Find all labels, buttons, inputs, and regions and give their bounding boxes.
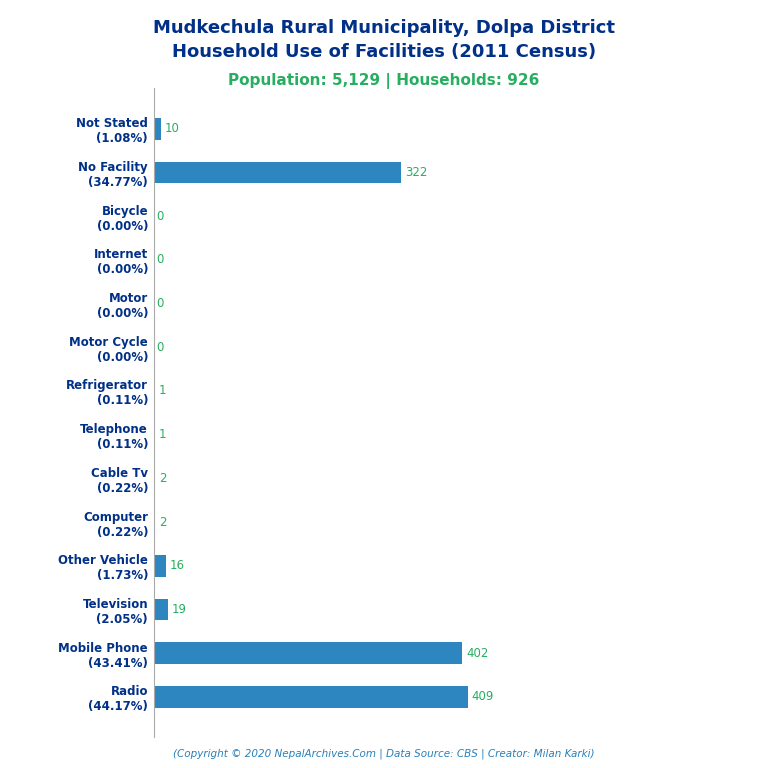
Bar [154, 598, 168, 621]
Text: 409: 409 [472, 690, 494, 703]
Bar [154, 642, 462, 664]
Text: 2: 2 [159, 472, 167, 485]
Bar [154, 554, 166, 577]
Text: 10: 10 [165, 122, 180, 135]
Text: 0: 0 [156, 253, 164, 266]
Bar [154, 686, 468, 708]
Text: 0: 0 [156, 210, 164, 223]
Text: 1: 1 [158, 428, 166, 441]
Bar [154, 118, 161, 140]
Text: 0: 0 [156, 297, 164, 310]
Text: 322: 322 [405, 166, 427, 179]
Text: 19: 19 [172, 603, 187, 616]
Text: 0: 0 [156, 341, 164, 354]
Text: Mudkechula Rural Municipality, Dolpa District
Household Use of Facilities (2011 : Mudkechula Rural Municipality, Dolpa Dis… [153, 19, 615, 61]
Text: 402: 402 [466, 647, 488, 660]
Text: 2: 2 [159, 515, 167, 528]
Text: 1: 1 [158, 385, 166, 398]
Bar [154, 468, 155, 489]
Text: 16: 16 [170, 559, 185, 572]
Text: (Copyright © 2020 NepalArchives.Com | Data Source: CBS | Creator: Milan Karki): (Copyright © 2020 NepalArchives.Com | Da… [174, 748, 594, 759]
Bar [154, 161, 401, 184]
Text: Population: 5,129 | Households: 926: Population: 5,129 | Households: 926 [228, 73, 540, 89]
Bar [154, 511, 155, 533]
